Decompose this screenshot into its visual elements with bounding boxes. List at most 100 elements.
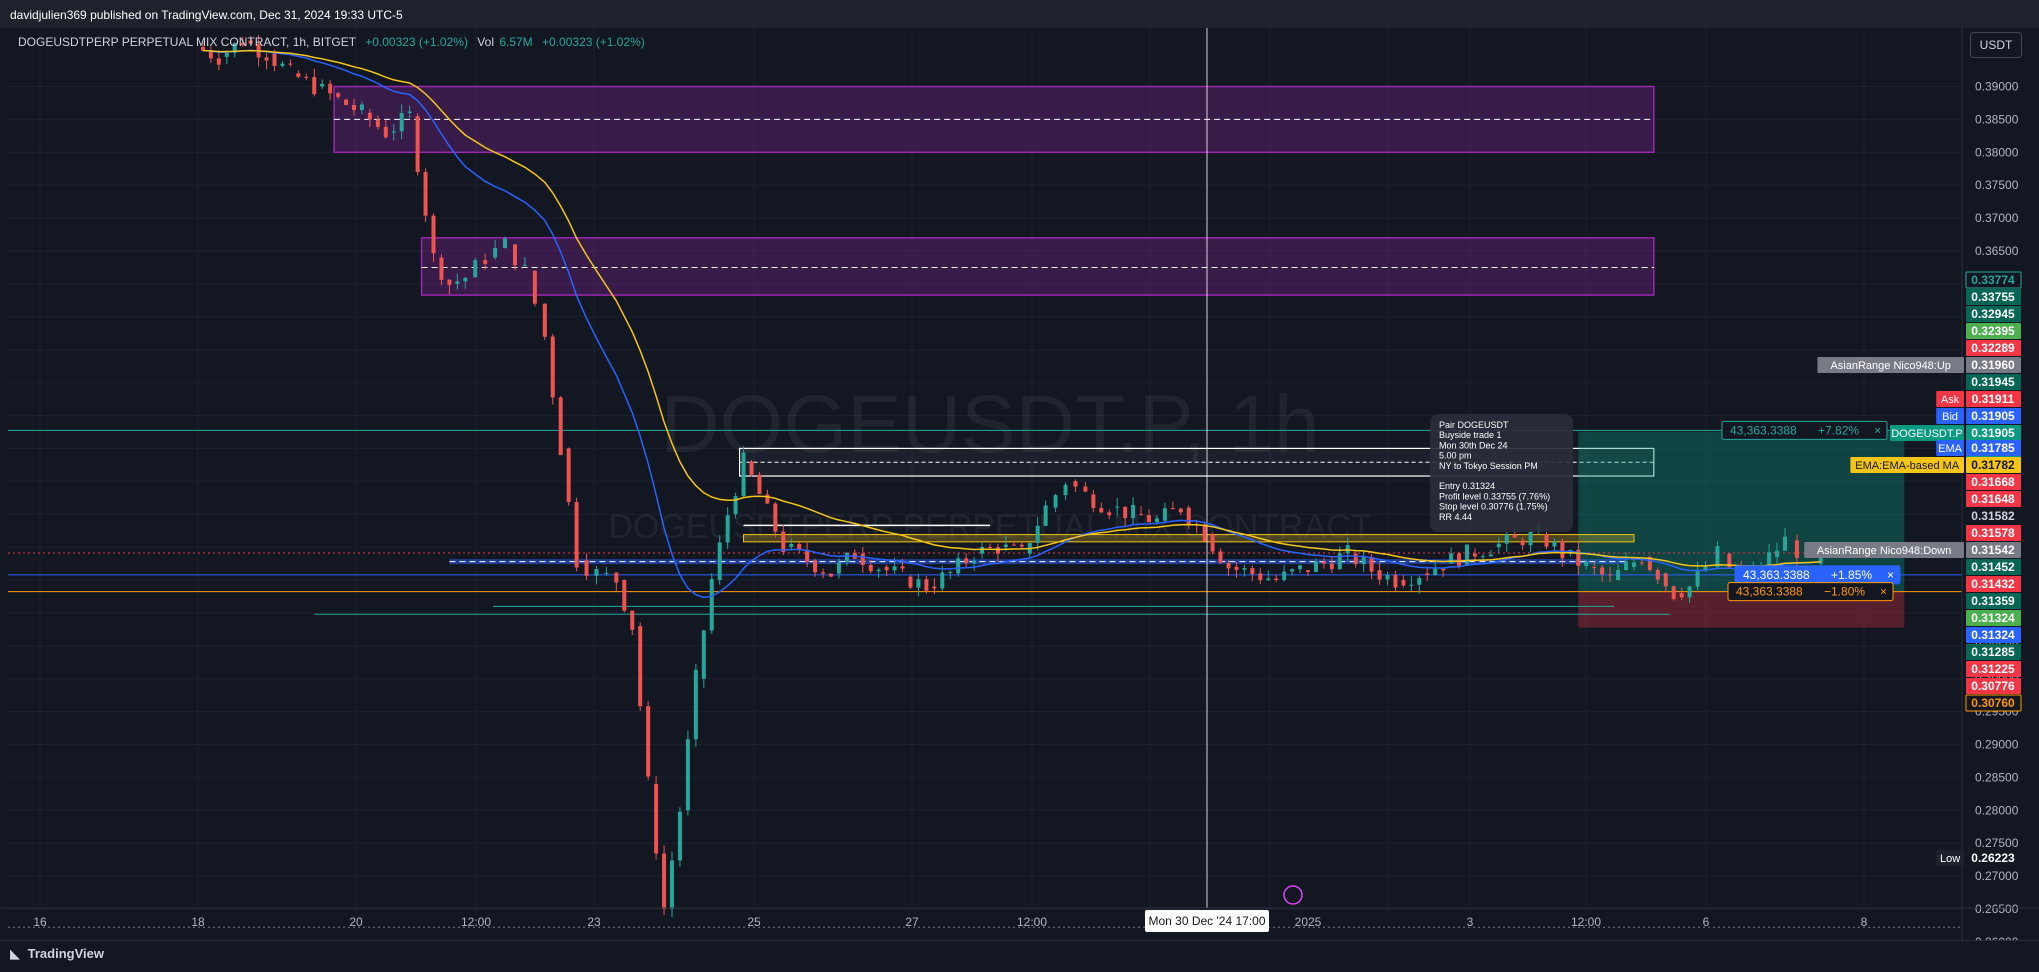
candle-body xyxy=(288,63,293,65)
candle-body xyxy=(407,111,412,113)
candle-body xyxy=(813,560,818,573)
price-tick-label: 0.28500 xyxy=(1975,770,2019,784)
candle-body xyxy=(654,783,659,854)
candle-body xyxy=(1369,557,1374,572)
position-label-box[interactable] xyxy=(1721,420,1888,440)
price-label-bg xyxy=(1966,627,2021,643)
candle-body xyxy=(512,244,517,266)
close-position-icon[interactable]: × xyxy=(1874,423,1881,437)
candle-body xyxy=(1528,531,1533,546)
price-label: 0.31359 xyxy=(1971,594,2015,608)
price-label: 0.31452 xyxy=(1971,560,2015,574)
price-label-bg xyxy=(1966,323,2021,339)
candle-body xyxy=(522,264,527,266)
position-percent: +7.82% xyxy=(1818,423,1859,437)
price-label: 0.33774 xyxy=(1971,273,2015,287)
candle-body xyxy=(733,496,738,515)
candle-body xyxy=(924,579,929,591)
candle-body xyxy=(1178,508,1183,513)
candle-body xyxy=(1274,578,1279,581)
price-label-bg xyxy=(1966,610,2021,626)
price-tag: EMA xyxy=(1938,443,1963,455)
candle-body xyxy=(1512,534,1517,538)
candle-body xyxy=(892,566,897,571)
tradingview-logo-icon: ◣ xyxy=(10,946,20,961)
candle-body xyxy=(1425,573,1430,575)
price-label: 0.31785 xyxy=(1971,441,2015,455)
candle-body xyxy=(1663,573,1668,587)
candle-body xyxy=(304,76,309,78)
price-label-bg xyxy=(1966,391,2021,407)
price-label: 0.31578 xyxy=(1971,526,2015,540)
price-tag-bg xyxy=(1890,425,1964,441)
candle-body xyxy=(781,531,786,553)
trade-note-line: Buyside trade 1 xyxy=(1439,430,1502,440)
candle-body xyxy=(1639,562,1644,564)
price-change: +0.00323 (+1.02%) xyxy=(365,35,468,49)
candle-body xyxy=(367,112,372,120)
position-label-box[interactable] xyxy=(1727,582,1894,602)
candle-body xyxy=(1226,563,1231,569)
price-label-bg xyxy=(1966,357,2021,373)
candle-body xyxy=(352,104,356,111)
candle-body xyxy=(431,215,436,254)
symbol-legend[interactable]: DOGEUSDTPERP PERPETUAL MIX CONTRACT, 1h,… xyxy=(18,35,645,49)
candle-body xyxy=(805,549,810,562)
tradingview-logo[interactable]: ◣ TradingView xyxy=(10,946,104,962)
candle-body xyxy=(423,172,428,216)
candle-body xyxy=(709,578,714,631)
price-label: 0.31324 xyxy=(1971,628,2015,642)
time-tick-label: 25 xyxy=(747,915,761,929)
price-label-bg xyxy=(1966,559,2021,575)
candle-body xyxy=(320,83,325,87)
trade-note-box xyxy=(1430,414,1573,532)
candle-body xyxy=(1600,567,1605,575)
price-tag: Bid xyxy=(1942,411,1958,423)
price-label-bg xyxy=(1966,374,2021,390)
candle-body xyxy=(956,558,961,574)
candle-body xyxy=(1003,544,1008,548)
price-tick-label: 0.37500 xyxy=(1975,178,2019,192)
price-label-bg xyxy=(1965,694,2022,712)
alert-icon[interactable] xyxy=(1283,885,1303,905)
candle-body xyxy=(280,63,285,66)
trade-note-line: 5.00 pm xyxy=(1439,451,1472,461)
time-tick-label: 16 xyxy=(33,915,47,929)
position-quantity: 43,363.3388 xyxy=(1743,568,1810,582)
time-tick-label: 27 xyxy=(905,915,919,929)
price-label-bg xyxy=(1966,474,2021,490)
candle-body xyxy=(677,811,682,861)
candle-body xyxy=(1560,541,1565,559)
candle-body xyxy=(964,558,969,564)
candle-body xyxy=(415,116,420,173)
price-label-bg xyxy=(1965,271,2022,289)
candle-body xyxy=(1775,550,1780,557)
candle-body xyxy=(216,58,221,65)
price-tick-label: 0.38000 xyxy=(1975,145,2019,159)
candle-body xyxy=(749,461,754,475)
close-position-icon[interactable]: × xyxy=(1887,568,1894,582)
candle-body xyxy=(1073,481,1078,487)
candle-body xyxy=(1139,514,1144,516)
candle-body xyxy=(916,579,921,588)
candle-body xyxy=(594,569,599,576)
position-quantity: 43,363.3388 xyxy=(1736,585,1803,599)
candle-body xyxy=(574,502,579,568)
candle-body xyxy=(224,53,229,57)
candle-body xyxy=(550,336,555,398)
price-tick-label: 0.39000 xyxy=(1975,80,2019,94)
candle-body xyxy=(532,270,537,304)
volume-label: Vol xyxy=(477,35,494,49)
candle-body xyxy=(264,57,269,61)
candle-body xyxy=(765,494,770,504)
crosshair-time-bg xyxy=(1145,910,1269,932)
candle-body xyxy=(1385,575,1390,580)
close-position-icon[interactable]: × xyxy=(1880,585,1887,599)
candle-body xyxy=(344,99,349,105)
price-tag: DOGEUSDT.P xyxy=(1891,428,1963,440)
currency-button[interactable]: USDT xyxy=(1970,32,2022,58)
candle-body xyxy=(1298,565,1303,570)
candle-body xyxy=(1131,505,1136,519)
candle-body xyxy=(988,547,992,549)
